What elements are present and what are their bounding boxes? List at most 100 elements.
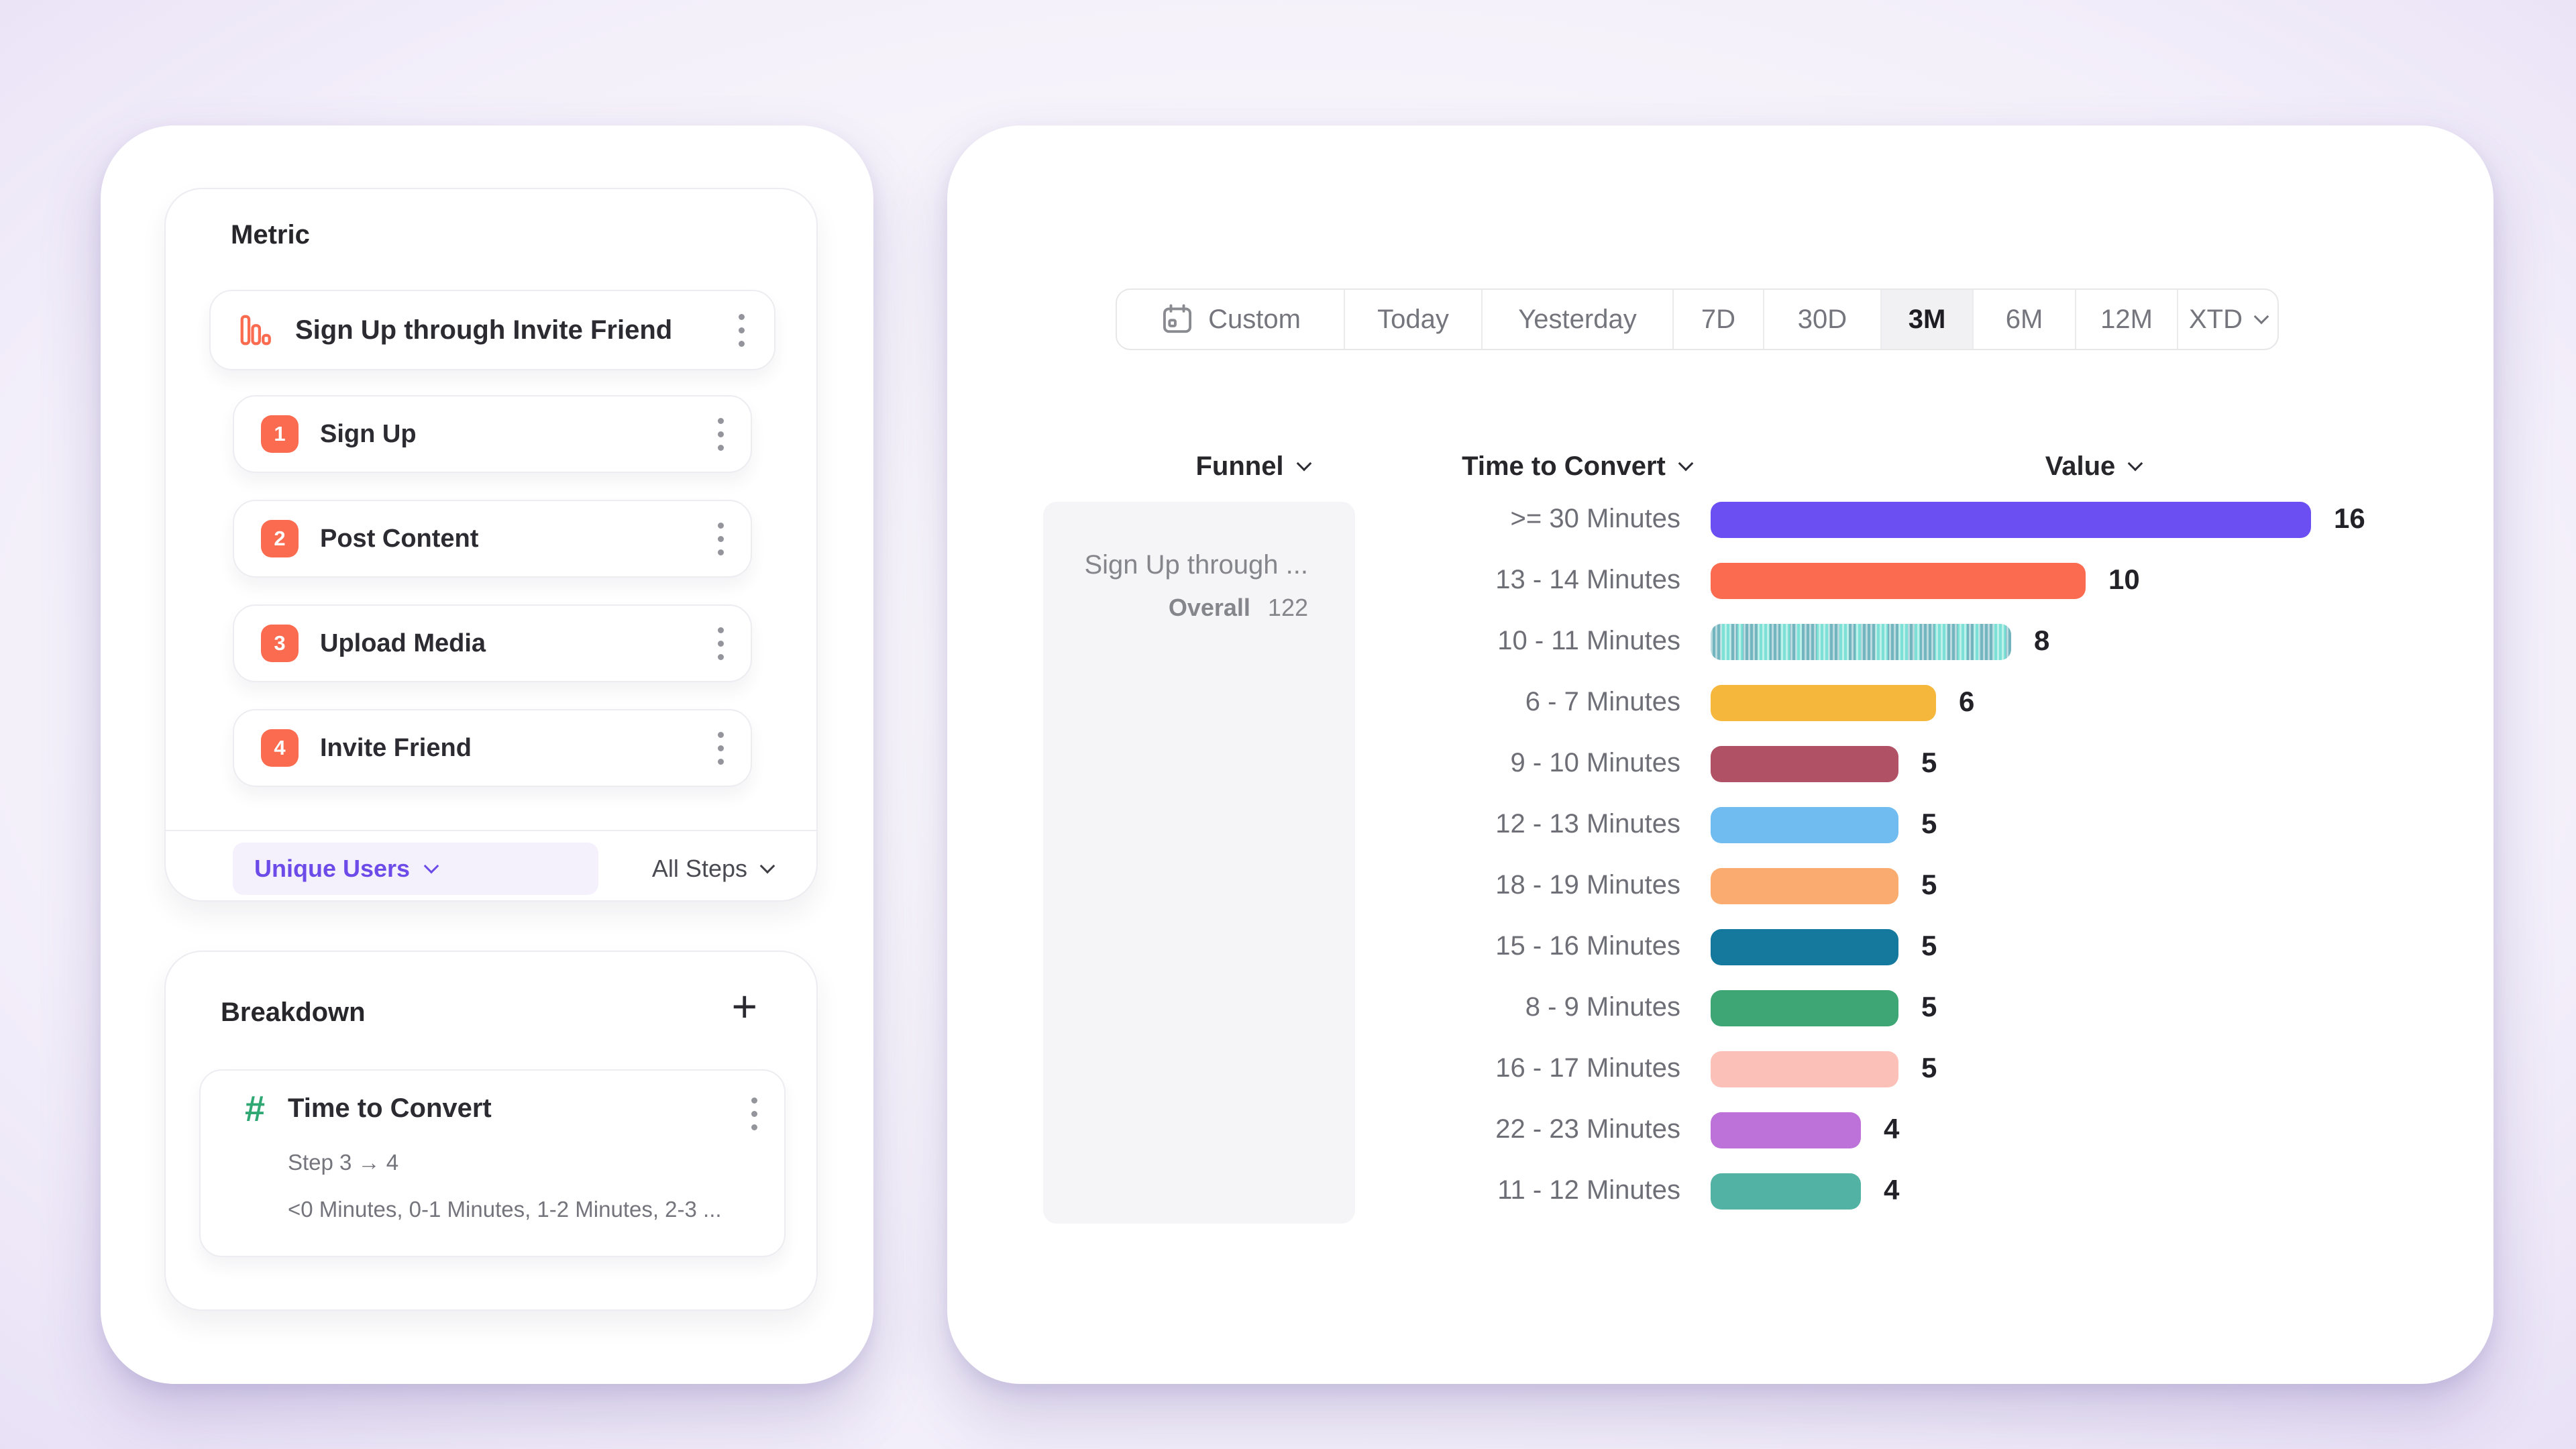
breakdown-buckets-preview: <0 Minutes, 0-1 Minutes, 1-2 Minutes, 2-… (288, 1197, 722, 1222)
date-range-tabbar: Custom Today Yesterday 7D 30D 3M 6M 12M … (1116, 288, 2279, 350)
tab-label: Today (1377, 304, 1449, 334)
bar-value: 5 (1921, 1052, 1937, 1083)
funnel-cell[interactable]: Sign Up through ... Overall 122 (1043, 502, 1355, 1224)
measure-dropdown[interactable]: Unique Users (233, 843, 598, 895)
bar-row-label: 10 - 11 Minutes (1497, 626, 1680, 655)
tab-label: 12M (2100, 304, 2153, 334)
tab-label: XTD (2189, 304, 2243, 334)
query-builder-panel: Metric Sign Up through Invite Friend 1 S… (101, 125, 873, 1384)
funnel-name: Sign Up through Invite Friend (295, 315, 673, 345)
tab-3m[interactable]: 3M (1882, 290, 1974, 349)
chevron-down-icon (2253, 309, 2269, 325)
breakdown-step-range: Step 3 → 4 (288, 1150, 399, 1175)
bar-row-label: 15 - 16 Minutes (1495, 931, 1680, 961)
tab-label: 6M (2005, 304, 2043, 334)
tab-yesterday[interactable]: Yesterday (1483, 290, 1674, 349)
breakdown-item-card[interactable]: # Time to Convert Step 3 → 4 <0 Minutes,… (199, 1069, 786, 1257)
column-header-time-to-convert[interactable]: Time to Convert (1442, 446, 1711, 486)
report-panel: Custom Today Yesterday 7D 30D 3M 6M 12M … (947, 125, 2493, 1384)
kebab-menu-icon[interactable] (718, 627, 724, 660)
column-header-label: Funnel (1195, 451, 1284, 481)
bar-segment[interactable] (1711, 685, 1936, 721)
tab-label: 30D (1797, 304, 1847, 334)
tab-label: 7D (1701, 304, 1736, 334)
chevron-down-icon (759, 858, 775, 874)
measure-label: Unique Users (254, 855, 411, 882)
kebab-menu-icon[interactable] (739, 313, 745, 347)
chevron-down-icon (1678, 455, 1694, 472)
tab-custom[interactable]: Custom (1117, 290, 1345, 349)
funnel-query-card[interactable]: Sign Up through Invite Friend (209, 290, 775, 370)
calendar-icon (1160, 302, 1195, 337)
bar-value: 5 (1921, 747, 1937, 778)
tab-30d[interactable]: 30D (1764, 290, 1882, 349)
funnel-cell-name: Sign Up through ... (1084, 550, 1308, 580)
kebab-menu-icon[interactable] (751, 1097, 757, 1130)
breakdown-section-card: Breakdown + # Time to Convert Step 3 → 4… (164, 951, 818, 1311)
tab-label: Yesterday (1518, 304, 1637, 334)
bar-value: 5 (1921, 991, 1937, 1022)
tab-label: Custom (1208, 304, 1301, 334)
funnel-step-card[interactable]: 1 Sign Up (233, 395, 752, 473)
overall-label: Overall (1168, 594, 1250, 621)
bar-segment[interactable] (1711, 746, 1898, 782)
chevron-down-icon (1296, 455, 1311, 472)
chevron-down-icon (423, 858, 439, 874)
bar-value: 16 (2334, 502, 2365, 534)
kebab-menu-icon[interactable] (718, 522, 724, 555)
step-number-badge: 4 (261, 729, 299, 767)
tab-today[interactable]: Today (1345, 290, 1483, 349)
bar-segment[interactable] (1711, 929, 1898, 965)
breakdown-property-name: Time to Convert (288, 1093, 492, 1123)
bar-value: 5 (1921, 930, 1937, 961)
funnel-step-card[interactable]: 2 Post Content (233, 500, 752, 578)
tab-6m[interactable]: 6M (1974, 290, 2076, 349)
bar-value: 8 (2034, 625, 2050, 656)
bar-value: 5 (1921, 808, 1937, 839)
bar-segment[interactable] (1711, 1112, 1861, 1148)
steps-filter-label: All Steps (651, 855, 747, 882)
bar-value: 6 (1959, 686, 1975, 717)
bar-value: 4 (1884, 1113, 1900, 1144)
funnel-cell-overall: Overall 122 (1169, 594, 1308, 622)
bar-value: 5 (1921, 869, 1937, 900)
tab-label: 3M (1908, 304, 1946, 334)
step-label: Invite Friend (320, 733, 472, 762)
funnel-step-card[interactable]: 3 Upload Media (233, 604, 752, 682)
breakdown-section-title: Breakdown (221, 998, 366, 1027)
number-property-icon: # (245, 1089, 266, 1129)
bar-row-label: 22 - 23 Minutes (1495, 1114, 1680, 1144)
column-header-funnel[interactable]: Funnel (1148, 446, 1356, 486)
bar-segment[interactable] (1711, 868, 1898, 904)
metric-section-card: Metric Sign Up through Invite Friend 1 S… (164, 188, 818, 902)
column-header-label: Time to Convert (1462, 451, 1666, 481)
bar-segment[interactable] (1711, 502, 2311, 538)
bar-row-label: 16 - 17 Minutes (1495, 1053, 1680, 1083)
kebab-menu-icon[interactable] (718, 417, 724, 451)
bar-row-label: 13 - 14 Minutes (1495, 565, 1680, 594)
tab-12m[interactable]: 12M (2076, 290, 2178, 349)
bar-segment[interactable] (1711, 563, 2086, 599)
column-header-value[interactable]: Value (1992, 446, 2194, 486)
funnel-step-card[interactable]: 4 Invite Friend (233, 709, 752, 787)
bar-row-label: 9 - 10 Minutes (1510, 748, 1680, 777)
bar-segment[interactable] (1711, 1051, 1898, 1087)
footer-divider (166, 830, 816, 831)
step-label: Sign Up (320, 419, 417, 448)
step-number-badge: 3 (261, 625, 299, 662)
step-label: Upload Media (320, 629, 486, 657)
tab-7d[interactable]: 7D (1674, 290, 1764, 349)
metric-section-title: Metric (231, 220, 310, 250)
bar-segment[interactable] (1711, 624, 2011, 660)
bar-segment[interactable] (1711, 807, 1898, 843)
bar-value: 4 (1884, 1174, 1900, 1205)
step-number-badge: 2 (261, 520, 299, 557)
bar-row-label: 12 - 13 Minutes (1495, 809, 1680, 839)
bar-segment[interactable] (1711, 990, 1898, 1026)
kebab-menu-icon[interactable] (718, 731, 724, 765)
add-breakdown-button[interactable]: + (731, 981, 757, 1031)
bar-segment[interactable] (1711, 1173, 1861, 1210)
step-number-badge: 1 (261, 415, 299, 453)
tab-xtd[interactable]: XTD (2178, 290, 2277, 349)
steps-filter-dropdown[interactable]: All Steps (651, 855, 775, 883)
